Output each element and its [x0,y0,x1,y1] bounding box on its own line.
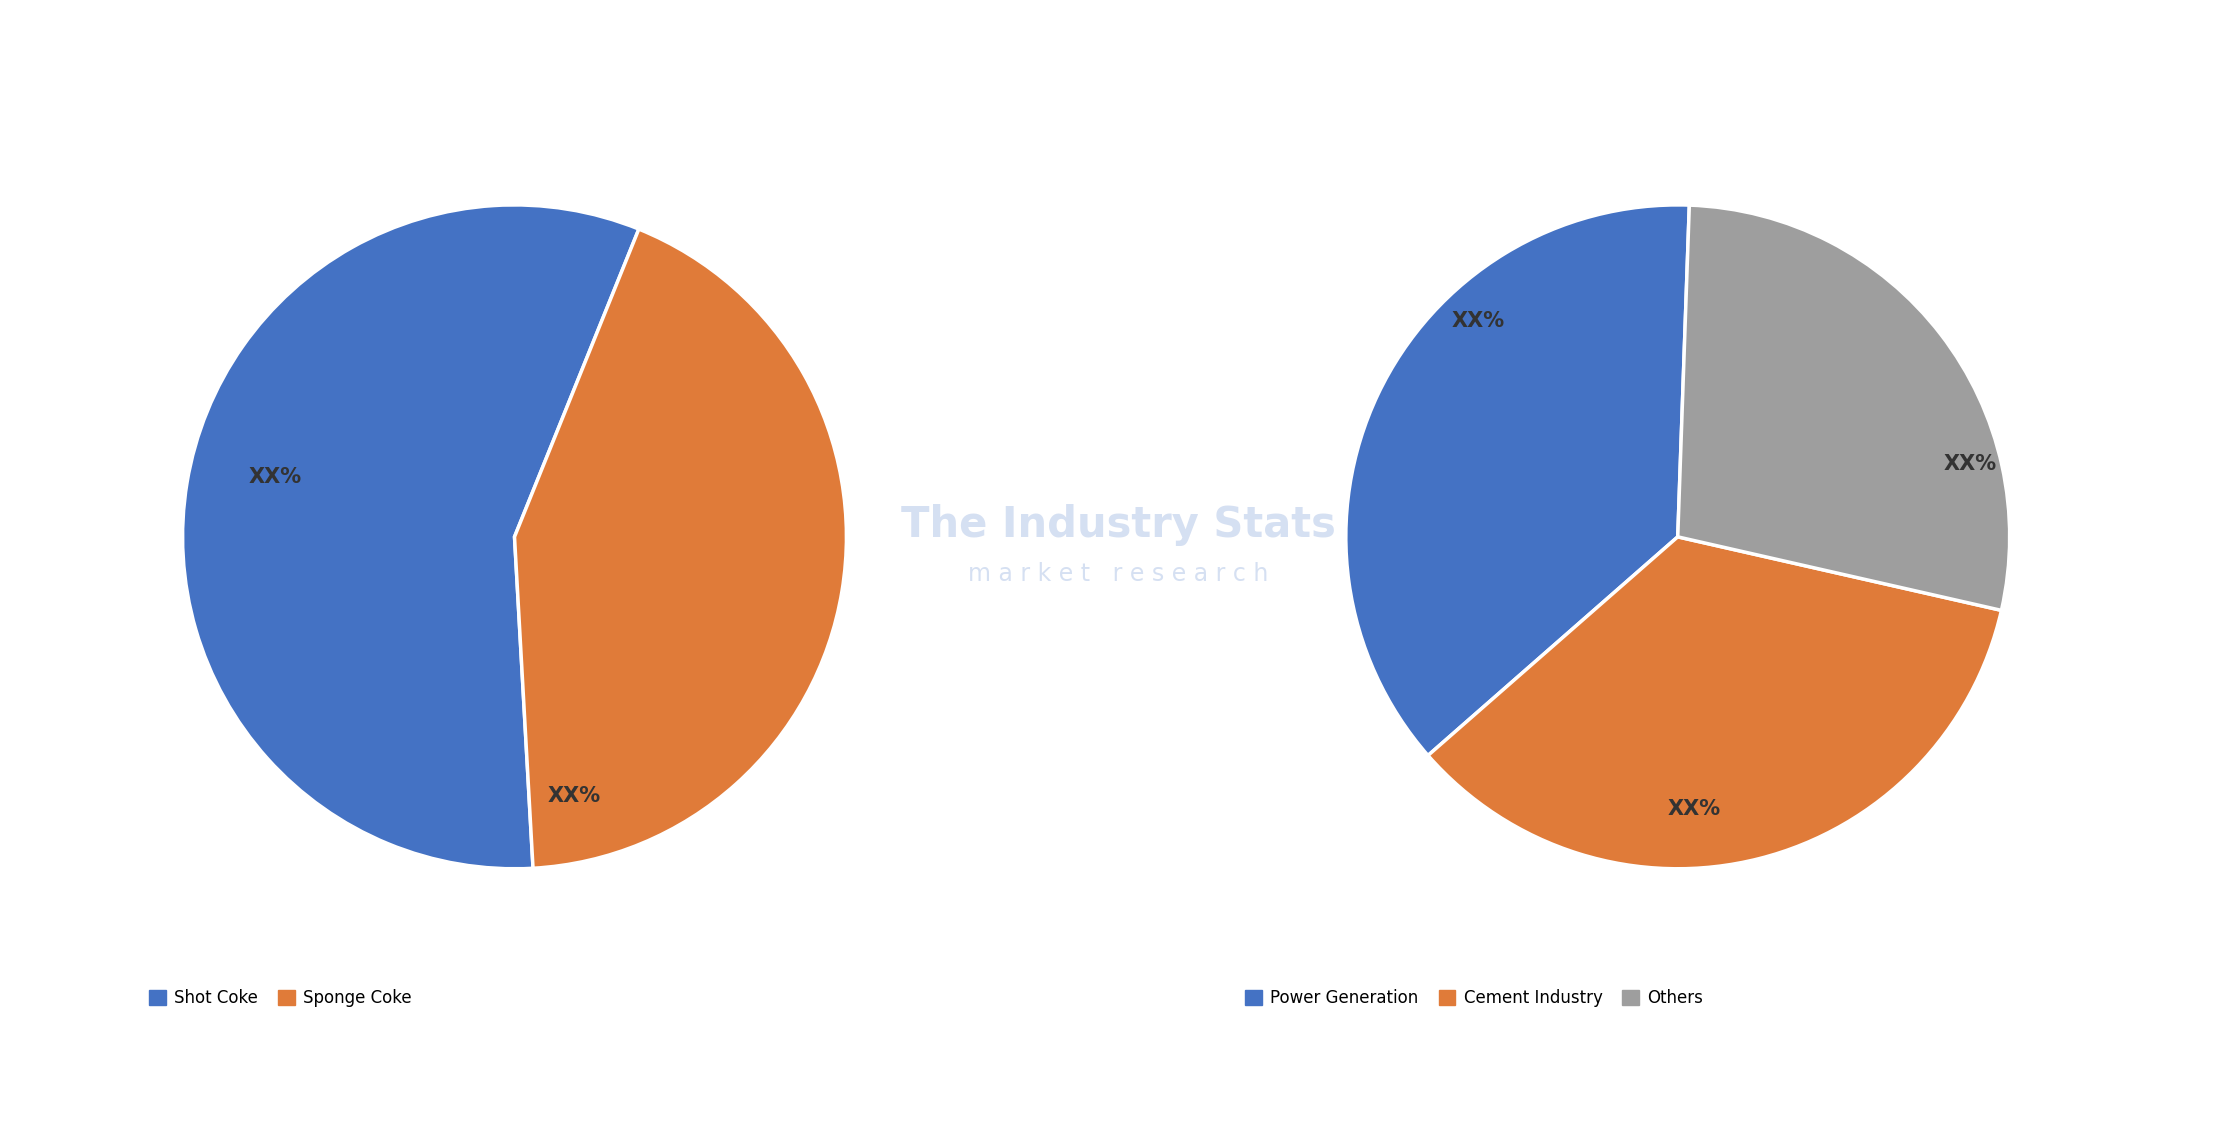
Wedge shape [515,229,846,868]
Text: XX%: XX% [1669,799,1720,819]
Text: m a r k e t   r e s e a r c h: m a r k e t r e s e a r c h [969,561,1268,586]
Text: The Industry Stats: The Industry Stats [902,504,1335,546]
Wedge shape [1678,205,2009,611]
Text: XX%: XX% [1944,454,1995,474]
Text: Fig. Global Fuel Grade Petroleum Coke Market Share by Product Types & Applicatio: Fig. Global Fuel Grade Petroleum Coke Ma… [27,36,1284,63]
Text: XX%: XX% [1452,312,1506,331]
Wedge shape [1347,205,1689,755]
Text: Source: Theindustrystats Analysis: Source: Theindustrystats Analysis [27,1079,347,1097]
Legend: Power Generation, Cement Industry, Others: Power Generation, Cement Industry, Other… [1239,982,1709,1014]
Wedge shape [183,205,640,868]
Text: Website: www.theindustrystats.com: Website: www.theindustrystats.com [1870,1079,2210,1097]
Wedge shape [1427,537,2002,868]
Text: Email: sales@theindustrystats.com: Email: sales@theindustrystats.com [953,1079,1284,1097]
Text: XX%: XX% [248,467,302,487]
Text: XX%: XX% [548,786,602,806]
